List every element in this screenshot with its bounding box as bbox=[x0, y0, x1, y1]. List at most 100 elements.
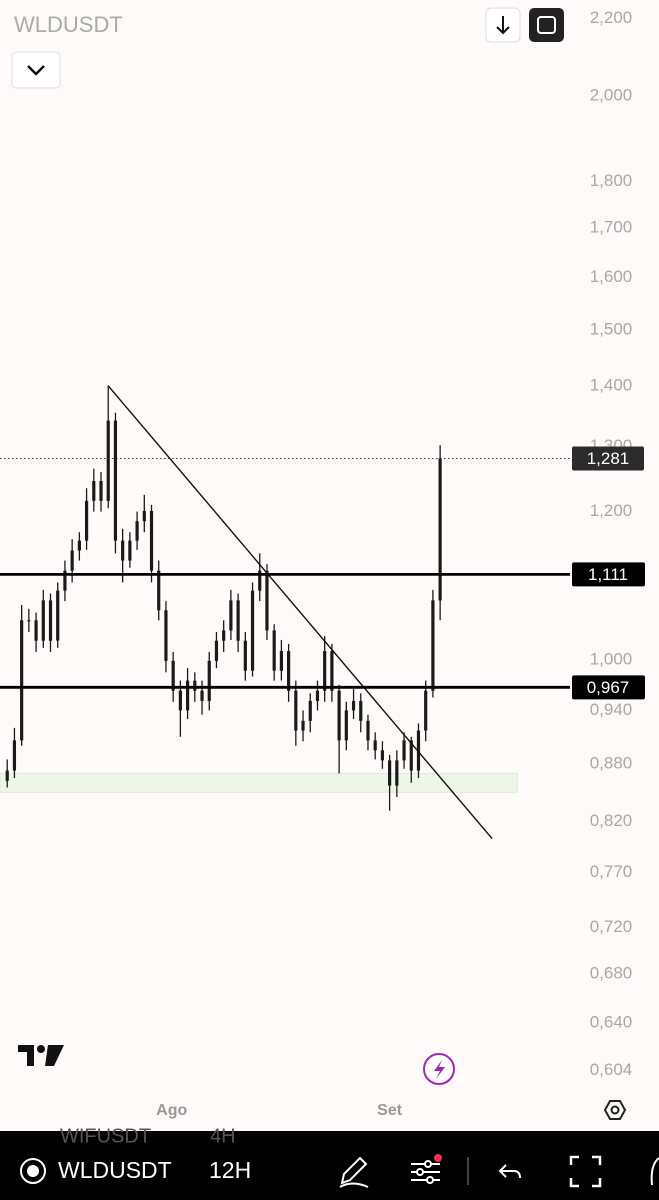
candle-body bbox=[229, 600, 233, 631]
edge-icon bbox=[650, 1157, 659, 1186]
y-tick-label: 1,400 bbox=[590, 376, 633, 395]
candle-body bbox=[41, 600, 45, 641]
level-label: 1,111 bbox=[588, 565, 628, 584]
candle-body bbox=[301, 720, 305, 731]
undo-button[interactable] bbox=[498, 1164, 521, 1179]
y-tick-label: 0,820 bbox=[590, 811, 633, 830]
candle-body bbox=[402, 740, 406, 761]
y-tick-label: 1,700 bbox=[590, 218, 633, 237]
candle-body bbox=[315, 690, 320, 701]
candle-body bbox=[409, 740, 413, 771]
y-tick-label: 0,940 bbox=[590, 700, 633, 719]
candle-body bbox=[337, 690, 341, 741]
candle-body bbox=[12, 740, 17, 771]
y-tick-label: 1,800 bbox=[590, 171, 633, 190]
y-tick-label: 2,200 bbox=[590, 8, 633, 27]
candle-body bbox=[438, 458, 442, 601]
expand-button[interactable] bbox=[569, 1155, 602, 1188]
y-tick-label: 0,770 bbox=[590, 862, 633, 881]
candle-body bbox=[366, 720, 370, 741]
exchange-logo bbox=[20, 1158, 46, 1184]
candle-body bbox=[308, 700, 312, 721]
tradingview-logo bbox=[18, 1045, 64, 1066]
candle-body bbox=[121, 540, 125, 561]
indicators-button[interactable] bbox=[411, 1154, 442, 1184]
lightning-button[interactable] bbox=[423, 1053, 455, 1085]
draw-button[interactable] bbox=[339, 1156, 369, 1188]
toolbar-symbol[interactable]: WLDUSDT bbox=[58, 1157, 172, 1183]
candle-body bbox=[294, 690, 298, 731]
y-tick-label: 1,600 bbox=[590, 267, 633, 286]
candle-body bbox=[380, 750, 385, 761]
toolbar-interval[interactable]: 12H bbox=[209, 1157, 251, 1183]
candle-body bbox=[106, 420, 110, 501]
level-label: 0,967 bbox=[587, 678, 630, 697]
candle-body bbox=[388, 760, 392, 786]
candle-body bbox=[236, 600, 240, 641]
candle-body bbox=[157, 570, 161, 611]
candle-body bbox=[56, 590, 60, 641]
candle-body bbox=[344, 710, 348, 741]
ghost-interval: 4H bbox=[210, 1125, 236, 1147]
candle-body bbox=[99, 481, 103, 501]
last-price-label: 1,281 bbox=[587, 449, 630, 468]
candle-body bbox=[323, 651, 327, 691]
candle-body bbox=[395, 760, 399, 786]
y-tick-label: 0,604 bbox=[590, 1060, 633, 1079]
settings-button[interactable] bbox=[603, 1100, 627, 1120]
candle-body bbox=[20, 620, 24, 741]
candle-body bbox=[92, 481, 96, 501]
y-tick-label: 1,000 bbox=[590, 650, 633, 669]
candle-body bbox=[373, 740, 377, 751]
candle-body bbox=[84, 500, 89, 541]
candle-body bbox=[34, 620, 38, 641]
candle-body bbox=[279, 651, 283, 671]
candle-body bbox=[258, 570, 262, 591]
candle-body bbox=[431, 600, 435, 691]
support-zone bbox=[0, 772, 518, 793]
x-tick-label: Ago bbox=[156, 1102, 187, 1119]
candle-body bbox=[287, 651, 291, 691]
y-tick-label: 2,000 bbox=[590, 85, 633, 104]
candle-body bbox=[214, 640, 219, 661]
x-tick-label: Set bbox=[377, 1102, 403, 1119]
candle-body bbox=[424, 690, 428, 731]
y-tick-label: 0,720 bbox=[590, 917, 633, 936]
scroll-down-button[interactable] bbox=[485, 7, 521, 43]
candle-body bbox=[48, 600, 53, 641]
candle-body bbox=[113, 420, 118, 541]
candle-body bbox=[193, 680, 197, 691]
candle-body bbox=[207, 660, 211, 701]
plot: 2,2002,0001,8001,7001,6001,5001,4001,300… bbox=[0, 8, 645, 1119]
candle-body bbox=[222, 630, 226, 641]
fullscreen-toggle[interactable] bbox=[529, 8, 564, 42]
candle-body bbox=[142, 510, 146, 522]
y-tick-label: 0,680 bbox=[590, 963, 633, 982]
level-box bbox=[572, 675, 645, 700]
candle-body bbox=[77, 540, 81, 551]
candle-body bbox=[185, 680, 190, 711]
candle-body bbox=[265, 570, 269, 631]
y-tick-label: 1,500 bbox=[590, 319, 633, 338]
candle-body bbox=[330, 651, 334, 691]
candle-body bbox=[200, 690, 204, 701]
candle-body bbox=[416, 730, 421, 771]
candle-body bbox=[63, 570, 67, 591]
candle-body bbox=[243, 640, 247, 671]
candle-body bbox=[171, 660, 175, 691]
candle-body bbox=[359, 700, 363, 721]
symbol-title: WLDUSDT bbox=[14, 12, 123, 37]
dropdown-button[interactable] bbox=[11, 51, 61, 89]
trendline bbox=[107, 385, 493, 840]
candle-body bbox=[149, 510, 154, 571]
candle-body bbox=[70, 550, 74, 571]
candle-body bbox=[5, 770, 9, 781]
level-box bbox=[572, 562, 645, 587]
candle-body bbox=[27, 620, 31, 622]
y-tick-label: 0,640 bbox=[590, 1013, 633, 1032]
candle-body bbox=[178, 690, 182, 711]
candle-body bbox=[128, 540, 132, 561]
candle-body bbox=[164, 610, 168, 661]
